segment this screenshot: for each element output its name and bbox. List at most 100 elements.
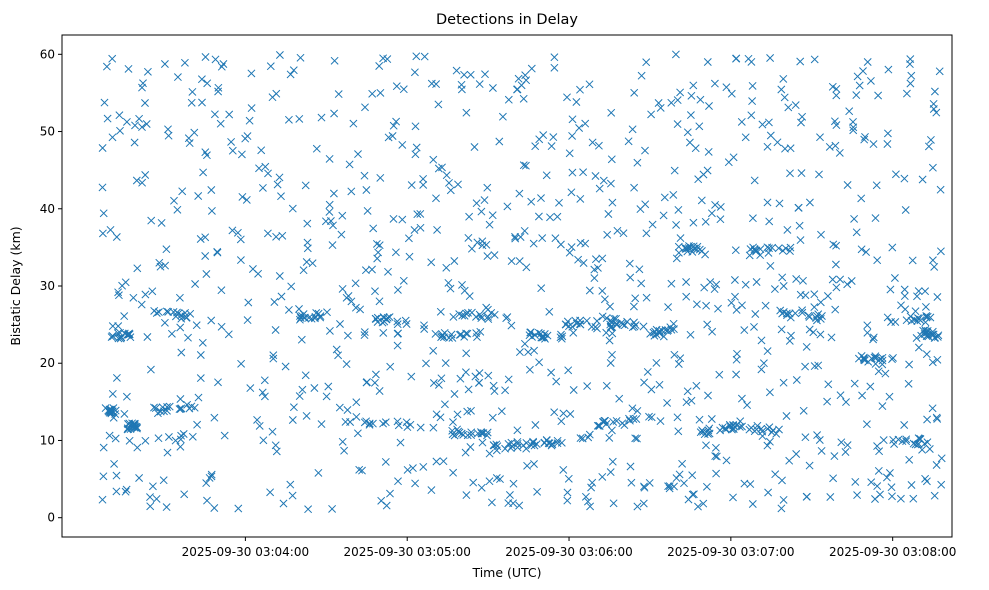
data-point: [402, 320, 411, 328]
data-point: [393, 341, 402, 350]
data-point: [823, 292, 832, 300]
data-point: [928, 256, 937, 265]
data-point: [203, 79, 212, 88]
data-point: [637, 279, 646, 288]
data-point: [872, 181, 881, 190]
data-point: [928, 404, 937, 413]
data-point: [619, 229, 628, 238]
data-point: [427, 258, 436, 267]
data-point: [599, 176, 608, 185]
data-point: [705, 102, 713, 110]
data-point: [184, 333, 192, 342]
data-point: [565, 149, 574, 158]
data-point: [464, 385, 473, 394]
data-point: [269, 351, 278, 360]
data-point: [640, 482, 648, 491]
data-point: [786, 144, 795, 153]
data-point: [207, 316, 216, 325]
data-point: [457, 429, 466, 438]
data-point: [467, 308, 476, 317]
data-point: [169, 308, 178, 316]
data-point: [148, 287, 157, 296]
data-point: [439, 457, 448, 466]
data-point: [162, 245, 171, 254]
data-point: [605, 433, 614, 442]
data-point: [433, 225, 442, 234]
data-point: [841, 448, 850, 456]
data-point: [506, 444, 515, 453]
data-point: [517, 81, 526, 90]
data-point: [902, 435, 911, 444]
data-point: [112, 373, 121, 382]
data-point: [345, 160, 354, 169]
data-point: [935, 67, 944, 76]
data-point: [711, 452, 720, 461]
data-point: [773, 138, 782, 147]
data-point: [816, 298, 825, 307]
data-point: [101, 404, 110, 413]
data-point: [138, 178, 147, 187]
data-point: [896, 494, 905, 503]
data-point: [633, 502, 642, 511]
data-point: [660, 193, 669, 202]
data-point: [581, 492, 590, 501]
data-point: [416, 223, 425, 232]
data-point: [307, 314, 316, 323]
data-point: [763, 142, 772, 151]
data-point: [347, 187, 356, 196]
data-point: [710, 285, 719, 294]
data-point: [869, 335, 878, 344]
data-point: [485, 220, 494, 229]
data-point: [879, 436, 888, 445]
data-point: [98, 495, 107, 504]
data-point: [100, 98, 109, 107]
data-point: [458, 280, 466, 289]
data-point: [102, 62, 111, 71]
data-point: [905, 455, 914, 464]
x-tick-label: 2025-09-30 03:07:00: [667, 545, 794, 559]
data-point: [674, 242, 683, 251]
data-point: [288, 204, 297, 213]
data-point: [131, 121, 139, 130]
data-point: [918, 175, 927, 184]
data-point: [277, 292, 286, 301]
data-point: [798, 112, 807, 121]
data-point: [396, 438, 405, 447]
data-point: [536, 329, 545, 338]
data-point: [269, 354, 278, 363]
data-point: [501, 386, 510, 395]
data-point: [442, 171, 451, 180]
data-point: [121, 487, 130, 496]
data-point: [553, 212, 562, 221]
data-point: [326, 217, 335, 225]
data-point: [676, 354, 685, 363]
data-point: [906, 79, 915, 88]
data-point: [483, 183, 492, 192]
data-point: [931, 333, 940, 342]
data-point: [917, 331, 926, 340]
data-point: [405, 252, 414, 261]
data-point: [362, 417, 371, 426]
data-point: [220, 431, 229, 440]
data-point: [295, 392, 304, 401]
data-point: [936, 247, 945, 256]
data-point: [564, 474, 573, 483]
data-point: [214, 378, 222, 387]
data-point: [582, 316, 591, 325]
data-point: [779, 282, 788, 290]
data-point: [158, 403, 167, 412]
data-point: [98, 183, 107, 192]
data-point: [224, 330, 233, 339]
data-point: [450, 257, 459, 265]
data-point: [329, 189, 338, 198]
data-point: [316, 313, 325, 322]
data-point: [687, 396, 696, 405]
data-point: [207, 186, 216, 194]
data-point: [108, 133, 117, 142]
data-point: [885, 469, 894, 477]
x-axis-label: Time (UTC): [471, 565, 541, 580]
data-point: [830, 452, 839, 461]
data-point: [141, 290, 150, 299]
data-point: [255, 421, 264, 430]
data-point: [404, 234, 413, 243]
